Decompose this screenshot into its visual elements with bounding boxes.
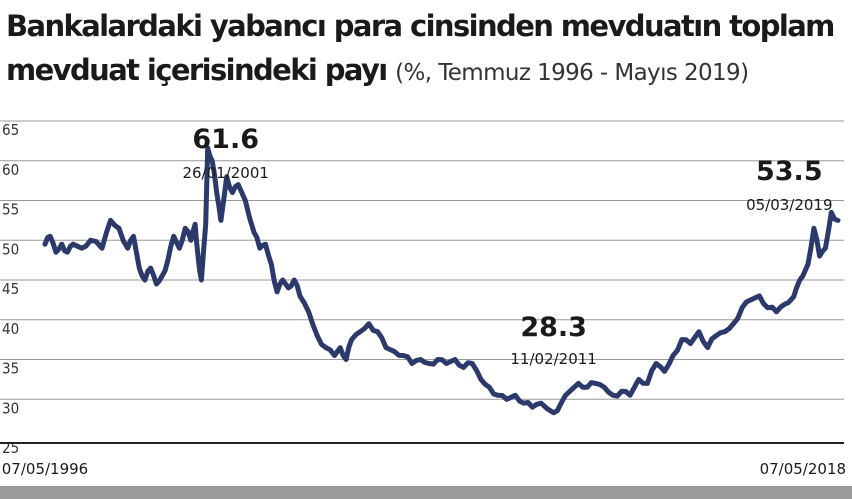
annotation-date-1: 26/01/2001 (182, 164, 268, 182)
grid-lines (0, 120, 844, 400)
x-tick-label-2: 07/05/2018 (760, 460, 846, 478)
x-tick-label-1: 07/05/1996 (2, 460, 88, 478)
title-line-1: Bankalardaki yabancı para cinsinden mevd… (6, 9, 835, 43)
y-tick-label-40: 40 (2, 320, 19, 338)
chart-title: Bankalardaki yabancı para cinsinden mevd… (6, 4, 846, 95)
x-axis-ticks: 07/05/1996 07/05/2018 (2, 460, 846, 478)
title-line-2-bold: mevduat içerisindeki payı (6, 53, 388, 87)
chart-subtitle: (%, Temmuz 1996 - Mayıs 2019) (395, 60, 749, 86)
annotations: 61.6 26/01/2001 28.3 11/02/2011 53.5 05/03/20… (182, 124, 832, 368)
bottom-bar (0, 486, 852, 499)
y-tick-label-50: 50 (2, 240, 19, 258)
y-tick-label-25: 25 (2, 439, 19, 457)
series-line (42, 145, 841, 416)
y-tick-label-60: 60 (2, 161, 19, 179)
y-tick-label-35: 35 (2, 360, 19, 378)
annotation-value-3: 53.5 (756, 156, 823, 187)
title-line-2: mevduat içerisindeki payı (%, Temmuz 199… (6, 48, 846, 95)
y-axis-ticks: 65 60 55 50 45 40 35 30 25 (2, 121, 19, 457)
y-tick-label-30: 30 (2, 399, 19, 417)
y-tick-label-45: 45 (2, 280, 19, 298)
annotation-date-3: 05/03/2019 (746, 196, 832, 214)
annotation-value-1: 61.6 (192, 124, 259, 155)
y-tick-label-55: 55 (2, 201, 19, 219)
y-tick-label-65: 65 (2, 121, 19, 139)
annotation-date-2: 11/02/2011 (510, 350, 596, 368)
annotation-value-2: 28.3 (520, 312, 587, 343)
